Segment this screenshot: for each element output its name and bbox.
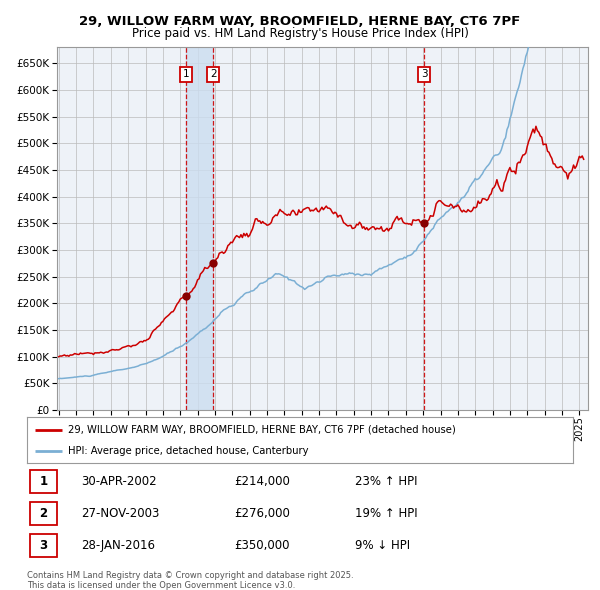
Text: This data is licensed under the Open Government Licence v3.0.: This data is licensed under the Open Gov…	[27, 581, 295, 590]
Text: £214,000: £214,000	[235, 475, 290, 488]
FancyBboxPatch shape	[30, 533, 57, 557]
Text: 3: 3	[421, 70, 428, 80]
Text: 27-NOV-2003: 27-NOV-2003	[82, 507, 160, 520]
Text: 2: 2	[40, 507, 47, 520]
Text: 9% ↓ HPI: 9% ↓ HPI	[355, 539, 410, 552]
FancyBboxPatch shape	[30, 502, 57, 525]
Text: 30-APR-2002: 30-APR-2002	[82, 475, 157, 488]
Text: 1: 1	[40, 475, 47, 488]
Bar	[186, 47, 213, 410]
Text: £350,000: £350,000	[235, 539, 290, 552]
Text: 19% ↑ HPI: 19% ↑ HPI	[355, 507, 417, 520]
Text: HPI: Average price, detached house, Canterbury: HPI: Average price, detached house, Cant…	[68, 445, 308, 455]
FancyBboxPatch shape	[30, 470, 57, 493]
Text: Contains HM Land Registry data © Crown copyright and database right 2025.: Contains HM Land Registry data © Crown c…	[27, 571, 353, 580]
Text: 2: 2	[210, 70, 217, 80]
Text: 29, WILLOW FARM WAY, BROOMFIELD, HERNE BAY, CT6 7PF: 29, WILLOW FARM WAY, BROOMFIELD, HERNE B…	[79, 15, 521, 28]
Text: 28-JAN-2016: 28-JAN-2016	[82, 539, 155, 552]
Text: 29, WILLOW FARM WAY, BROOMFIELD, HERNE BAY, CT6 7PF (detached house): 29, WILLOW FARM WAY, BROOMFIELD, HERNE B…	[68, 425, 456, 435]
Text: £276,000: £276,000	[235, 507, 290, 520]
Text: 3: 3	[40, 539, 47, 552]
Text: 1: 1	[182, 70, 189, 80]
Text: 23% ↑ HPI: 23% ↑ HPI	[355, 475, 417, 488]
Text: Price paid vs. HM Land Registry's House Price Index (HPI): Price paid vs. HM Land Registry's House …	[131, 27, 469, 40]
